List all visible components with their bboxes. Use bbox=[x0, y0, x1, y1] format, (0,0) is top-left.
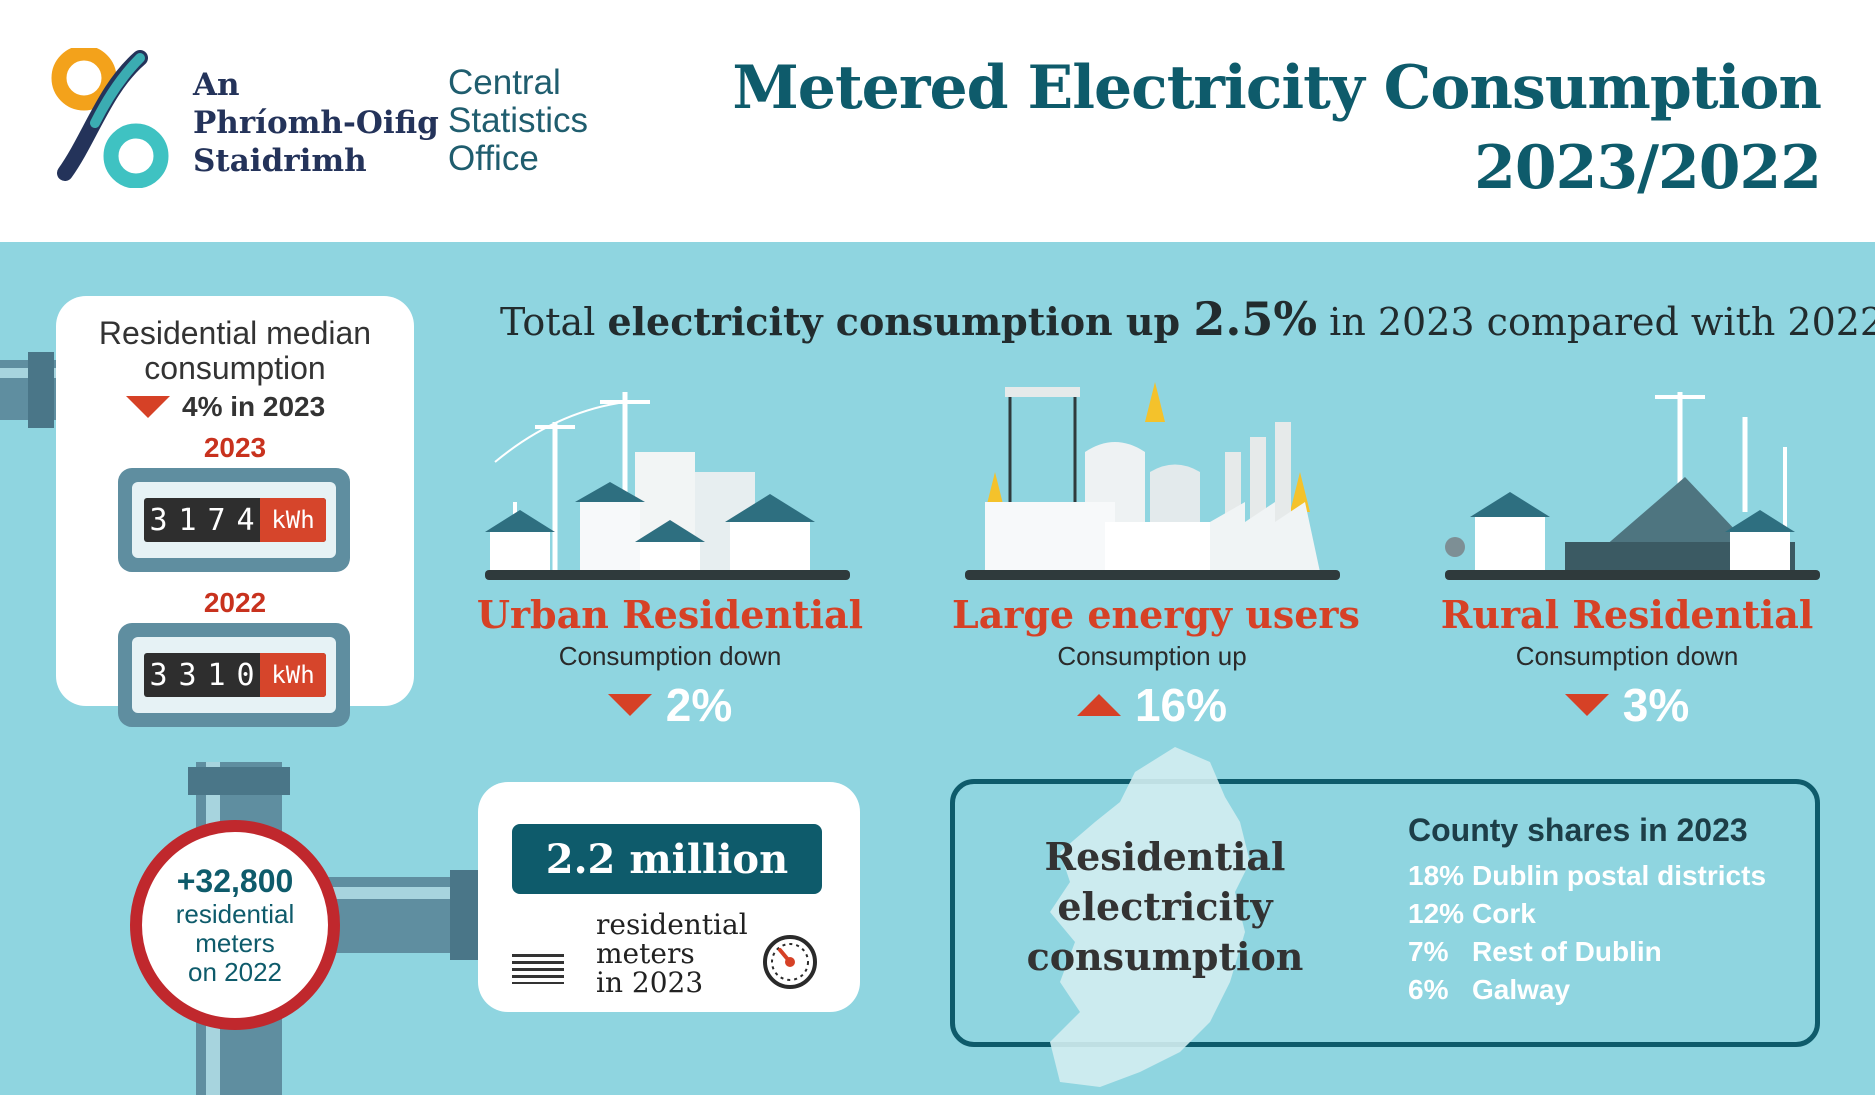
category-subtitle: Consumption down bbox=[558, 641, 782, 671]
meters-total-card: 2.2 million residential meters in 2023 bbox=[478, 782, 860, 1012]
large-energy-users-illustration bbox=[965, 382, 1340, 580]
county-shares-title: County shares in 2023 bbox=[1408, 812, 1748, 848]
down-arrow-icon bbox=[1564, 694, 1609, 716]
down-arrow-icon bbox=[607, 694, 652, 716]
meters-increase-text: residential meters on 2022 bbox=[175, 899, 295, 987]
header: An Phríomh-Oifig Staidrimh Central Stati… bbox=[0, 0, 1875, 242]
meters-total-value: 2.2 million bbox=[545, 835, 789, 883]
category-rural: Rural Residential Consumption down 3% bbox=[1427, 592, 1827, 732]
meter-2022: 3 3 1 0 kWh bbox=[118, 623, 350, 727]
median-change: 4% in 2023 bbox=[126, 391, 325, 423]
cso-logo-icon bbox=[51, 48, 169, 188]
meters-increase-badge: +32,800 residential meters on 2022 bbox=[130, 820, 340, 1030]
lines-icon bbox=[512, 954, 564, 984]
urban-residential-illustration bbox=[485, 392, 850, 580]
unit-kwh: kWh bbox=[260, 653, 326, 697]
unit-kwh: kWh bbox=[260, 498, 326, 542]
logo-english-name: Central Statistics Office bbox=[448, 63, 589, 178]
down-arrow-icon bbox=[126, 396, 170, 418]
county-shares: County shares in 2023 18% Dublin postal d… bbox=[1408, 812, 1766, 1009]
median-consumption-card: Residential median consumption 4% in 202… bbox=[56, 296, 414, 727]
up-arrow-icon bbox=[1076, 694, 1121, 716]
meters-total-banner: 2.2 million bbox=[512, 824, 822, 894]
headline: Total electricity consumption up 2.5% in… bbox=[500, 292, 1875, 346]
category-change: 2% bbox=[470, 678, 870, 732]
year-2023-label: 2023 bbox=[203, 432, 267, 463]
category-subtitle: Consumption up bbox=[1057, 641, 1247, 671]
infographic-body: Residential median consumption 4% in 202… bbox=[0, 242, 1875, 1095]
year-2022-label: 2022 bbox=[203, 587, 267, 618]
median-title: Residential median consumption bbox=[98, 315, 372, 386]
category-title: Urban Residential bbox=[476, 592, 864, 637]
logo-irish-name: An Phríomh-Oifig Staidrimh bbox=[193, 67, 439, 179]
meter-display-2022: 3 3 1 0 kWh bbox=[144, 653, 326, 697]
category-urban: Urban Residential Consumption down 2% bbox=[470, 592, 870, 732]
residential-consumption-label: Residential electricity consumption bbox=[1026, 834, 1304, 979]
gauge-icon bbox=[763, 935, 817, 989]
county-row: 6% Galway bbox=[1408, 974, 1571, 1005]
category-title: Rural Residential bbox=[1440, 592, 1814, 637]
residential-consumption-box bbox=[950, 779, 1820, 1047]
category-change: 16% bbox=[952, 678, 1352, 732]
category-title: Large energy users bbox=[952, 592, 1360, 637]
county-row: 18% Dublin postal districts bbox=[1408, 860, 1767, 891]
meters-increase-value: +32,800 bbox=[176, 863, 294, 899]
category-large-energy: Large energy users Consumption up 16% bbox=[952, 592, 1360, 732]
category-change: 3% bbox=[1427, 678, 1827, 732]
meter-display-2023: 3 1 7 4 kWh bbox=[144, 498, 326, 542]
county-row: 12% Cork bbox=[1408, 898, 1536, 929]
meter-2023: 3 1 7 4 kWh bbox=[118, 468, 350, 572]
meters-total-text: residential meters in 2023 bbox=[596, 908, 748, 999]
ireland-map-icon bbox=[1050, 747, 1250, 1087]
rural-residential-illustration bbox=[1445, 392, 1820, 580]
county-row: 7% Rest of Dublin bbox=[1408, 936, 1662, 967]
page-title: Metered Electricity Consumption 2023/202… bbox=[732, 53, 1822, 203]
category-subtitle: Consumption down bbox=[1515, 641, 1739, 671]
